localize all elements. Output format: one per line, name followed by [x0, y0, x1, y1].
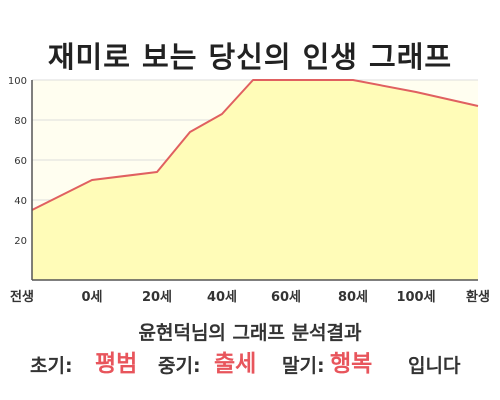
x-tick-label: 40세 [207, 290, 237, 305]
x-tick-label: 전생 [10, 289, 34, 305]
x-tick-label: 20세 [142, 290, 172, 305]
analysis-result-line: 초기: 평범 중기: 출세 말기: 행복 입니다 [0, 346, 500, 382]
area-fill [32, 80, 478, 280]
life-graph-chart: 20 40 60 80 100 전생 0세 20세 40세 60세 80세 100세 환생 [8, 76, 490, 305]
x-tick-label: 0세 [81, 290, 102, 305]
mid-label: 중기: [158, 355, 201, 377]
early-value: 평범 [95, 351, 138, 377]
late-value: 행복 [330, 351, 373, 377]
page-title: 재미로 보는 당신의 인생 그래프 [47, 40, 453, 74]
y-tick-label: 80 [14, 116, 27, 127]
early-label: 초기: [30, 355, 73, 377]
series-line [31, 79, 479, 211]
late-label: 말기: [282, 355, 325, 377]
analysis-heading: 윤현덕님의 그래프 분석결과 [138, 322, 362, 344]
y-tick-label: 20 [14, 236, 27, 247]
x-tick-label: 80세 [338, 290, 368, 305]
x-tick-label: 100세 [396, 290, 435, 305]
y-tick-label: 40 [14, 196, 27, 207]
x-tick-label: 환생 [466, 289, 490, 305]
y-tick-label: 100 [8, 76, 27, 87]
mid-value: 출세 [214, 351, 257, 377]
x-tick-label: 60세 [271, 290, 301, 305]
y-tick-label: 60 [14, 156, 27, 167]
result-ending: 입니다 [408, 355, 461, 377]
